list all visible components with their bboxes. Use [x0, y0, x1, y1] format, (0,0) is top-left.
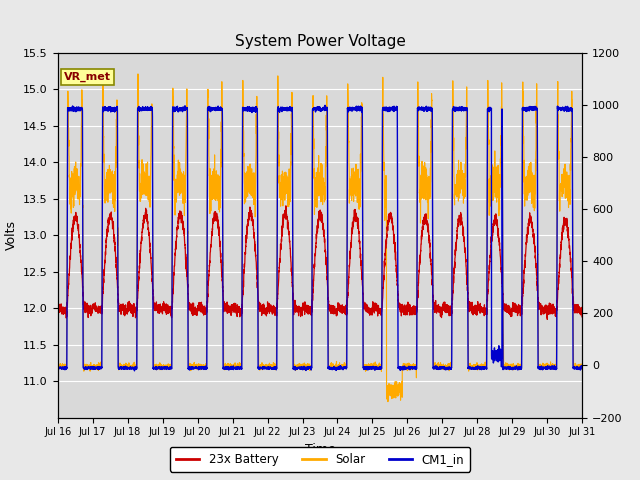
X-axis label: Time: Time: [305, 443, 335, 456]
Title: System Power Voltage: System Power Voltage: [235, 34, 405, 49]
Text: VR_met: VR_met: [64, 72, 111, 83]
Legend: 23x Battery, Solar, CM1_in: 23x Battery, Solar, CM1_in: [170, 447, 470, 472]
Y-axis label: Volts: Volts: [4, 220, 17, 250]
